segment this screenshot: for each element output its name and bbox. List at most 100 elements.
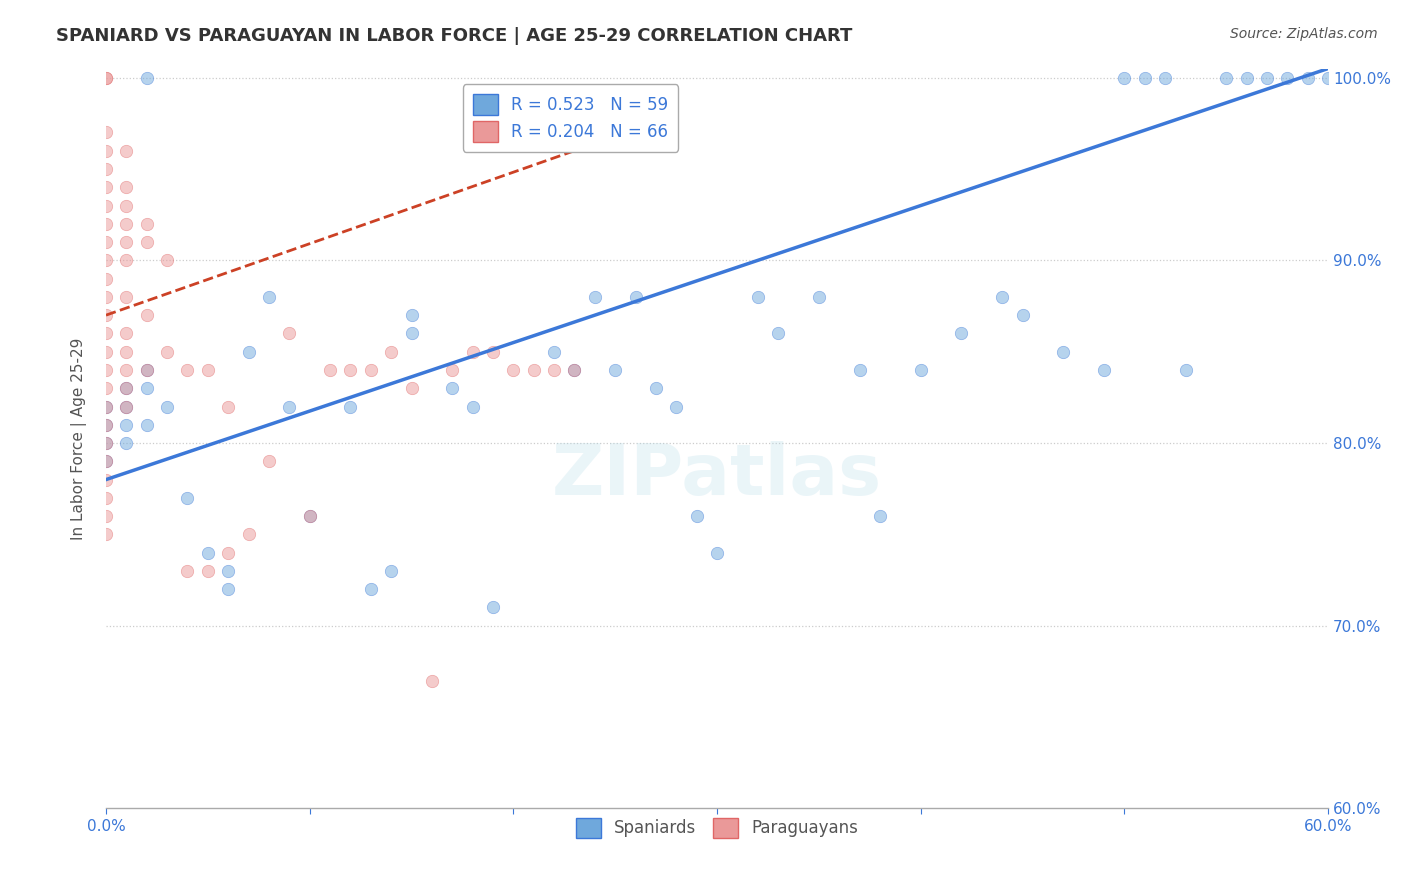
Point bbox=[115, 400, 138, 414]
Point bbox=[278, 326, 301, 341]
Point bbox=[94, 454, 117, 468]
Point bbox=[94, 417, 117, 432]
Point bbox=[319, 363, 342, 377]
Point bbox=[766, 326, 789, 341]
Text: SPANIARD VS PARAGUAYAN IN LABOR FORCE | AGE 25-29 CORRELATION CHART: SPANIARD VS PARAGUAYAN IN LABOR FORCE | … bbox=[56, 27, 852, 45]
Point bbox=[217, 582, 239, 597]
Point bbox=[441, 381, 464, 395]
Point bbox=[115, 180, 138, 194]
Point bbox=[1011, 308, 1033, 322]
Point bbox=[94, 217, 117, 231]
Point bbox=[94, 417, 117, 432]
Point bbox=[156, 400, 179, 414]
Point bbox=[1092, 363, 1115, 377]
Y-axis label: In Labor Force | Age 25-29: In Labor Force | Age 25-29 bbox=[72, 337, 87, 540]
Point bbox=[156, 344, 179, 359]
Point bbox=[94, 198, 117, 212]
Point bbox=[94, 253, 117, 268]
Point bbox=[665, 400, 688, 414]
Point bbox=[197, 546, 219, 560]
Point bbox=[94, 161, 117, 176]
Point bbox=[298, 509, 321, 524]
Point bbox=[482, 344, 505, 359]
Point bbox=[523, 363, 546, 377]
Point bbox=[94, 400, 117, 414]
Point bbox=[115, 381, 138, 395]
Point bbox=[217, 400, 239, 414]
Point bbox=[94, 363, 117, 377]
Legend: Spaniards, Paraguayans: Spaniards, Paraguayans bbox=[569, 811, 865, 845]
Point bbox=[543, 344, 565, 359]
Point bbox=[115, 326, 138, 341]
Point bbox=[94, 436, 117, 450]
Point bbox=[401, 308, 423, 322]
Point bbox=[94, 70, 117, 85]
Point bbox=[94, 491, 117, 505]
Point bbox=[991, 290, 1014, 304]
Point bbox=[401, 326, 423, 341]
Point bbox=[115, 417, 138, 432]
Point bbox=[950, 326, 973, 341]
Point bbox=[605, 363, 627, 377]
Point bbox=[564, 363, 586, 377]
Point bbox=[1296, 70, 1319, 85]
Point bbox=[94, 454, 117, 468]
Point bbox=[624, 290, 647, 304]
Point bbox=[94, 144, 117, 158]
Point bbox=[1174, 363, 1197, 377]
Point bbox=[1277, 70, 1299, 85]
Point bbox=[298, 509, 321, 524]
Point bbox=[380, 344, 402, 359]
Point bbox=[645, 381, 668, 395]
Point bbox=[135, 308, 157, 322]
Point bbox=[156, 253, 179, 268]
Point bbox=[1256, 70, 1278, 85]
Point bbox=[115, 436, 138, 450]
Point bbox=[94, 308, 117, 322]
Point bbox=[482, 600, 505, 615]
Text: ZIPatlas: ZIPatlas bbox=[553, 441, 882, 510]
Point bbox=[94, 271, 117, 285]
Point bbox=[115, 235, 138, 249]
Point bbox=[94, 344, 117, 359]
Point bbox=[339, 363, 361, 377]
Point bbox=[94, 70, 117, 85]
Point bbox=[217, 564, 239, 578]
Point bbox=[115, 217, 138, 231]
Point bbox=[197, 564, 219, 578]
Point bbox=[135, 70, 157, 85]
Point bbox=[257, 454, 280, 468]
Point bbox=[94, 400, 117, 414]
Point bbox=[461, 344, 484, 359]
Point bbox=[706, 546, 728, 560]
Point bbox=[848, 363, 870, 377]
Point bbox=[360, 363, 382, 377]
Point bbox=[441, 363, 464, 377]
Point bbox=[94, 290, 117, 304]
Point bbox=[869, 509, 891, 524]
Point bbox=[1154, 70, 1177, 85]
Point bbox=[1215, 70, 1237, 85]
Point bbox=[94, 527, 117, 541]
Point bbox=[278, 400, 301, 414]
Point bbox=[238, 527, 260, 541]
Point bbox=[115, 253, 138, 268]
Point bbox=[217, 546, 239, 560]
Point bbox=[115, 144, 138, 158]
Point bbox=[135, 363, 157, 377]
Point bbox=[135, 235, 157, 249]
Point bbox=[1236, 70, 1258, 85]
Point bbox=[238, 344, 260, 359]
Point bbox=[339, 400, 361, 414]
Point bbox=[197, 363, 219, 377]
Point bbox=[583, 290, 606, 304]
Point bbox=[94, 473, 117, 487]
Point bbox=[94, 381, 117, 395]
Point bbox=[807, 290, 830, 304]
Point bbox=[686, 509, 709, 524]
Point bbox=[1317, 70, 1340, 85]
Point bbox=[94, 235, 117, 249]
Point bbox=[94, 509, 117, 524]
Point bbox=[94, 180, 117, 194]
Point bbox=[747, 290, 769, 304]
